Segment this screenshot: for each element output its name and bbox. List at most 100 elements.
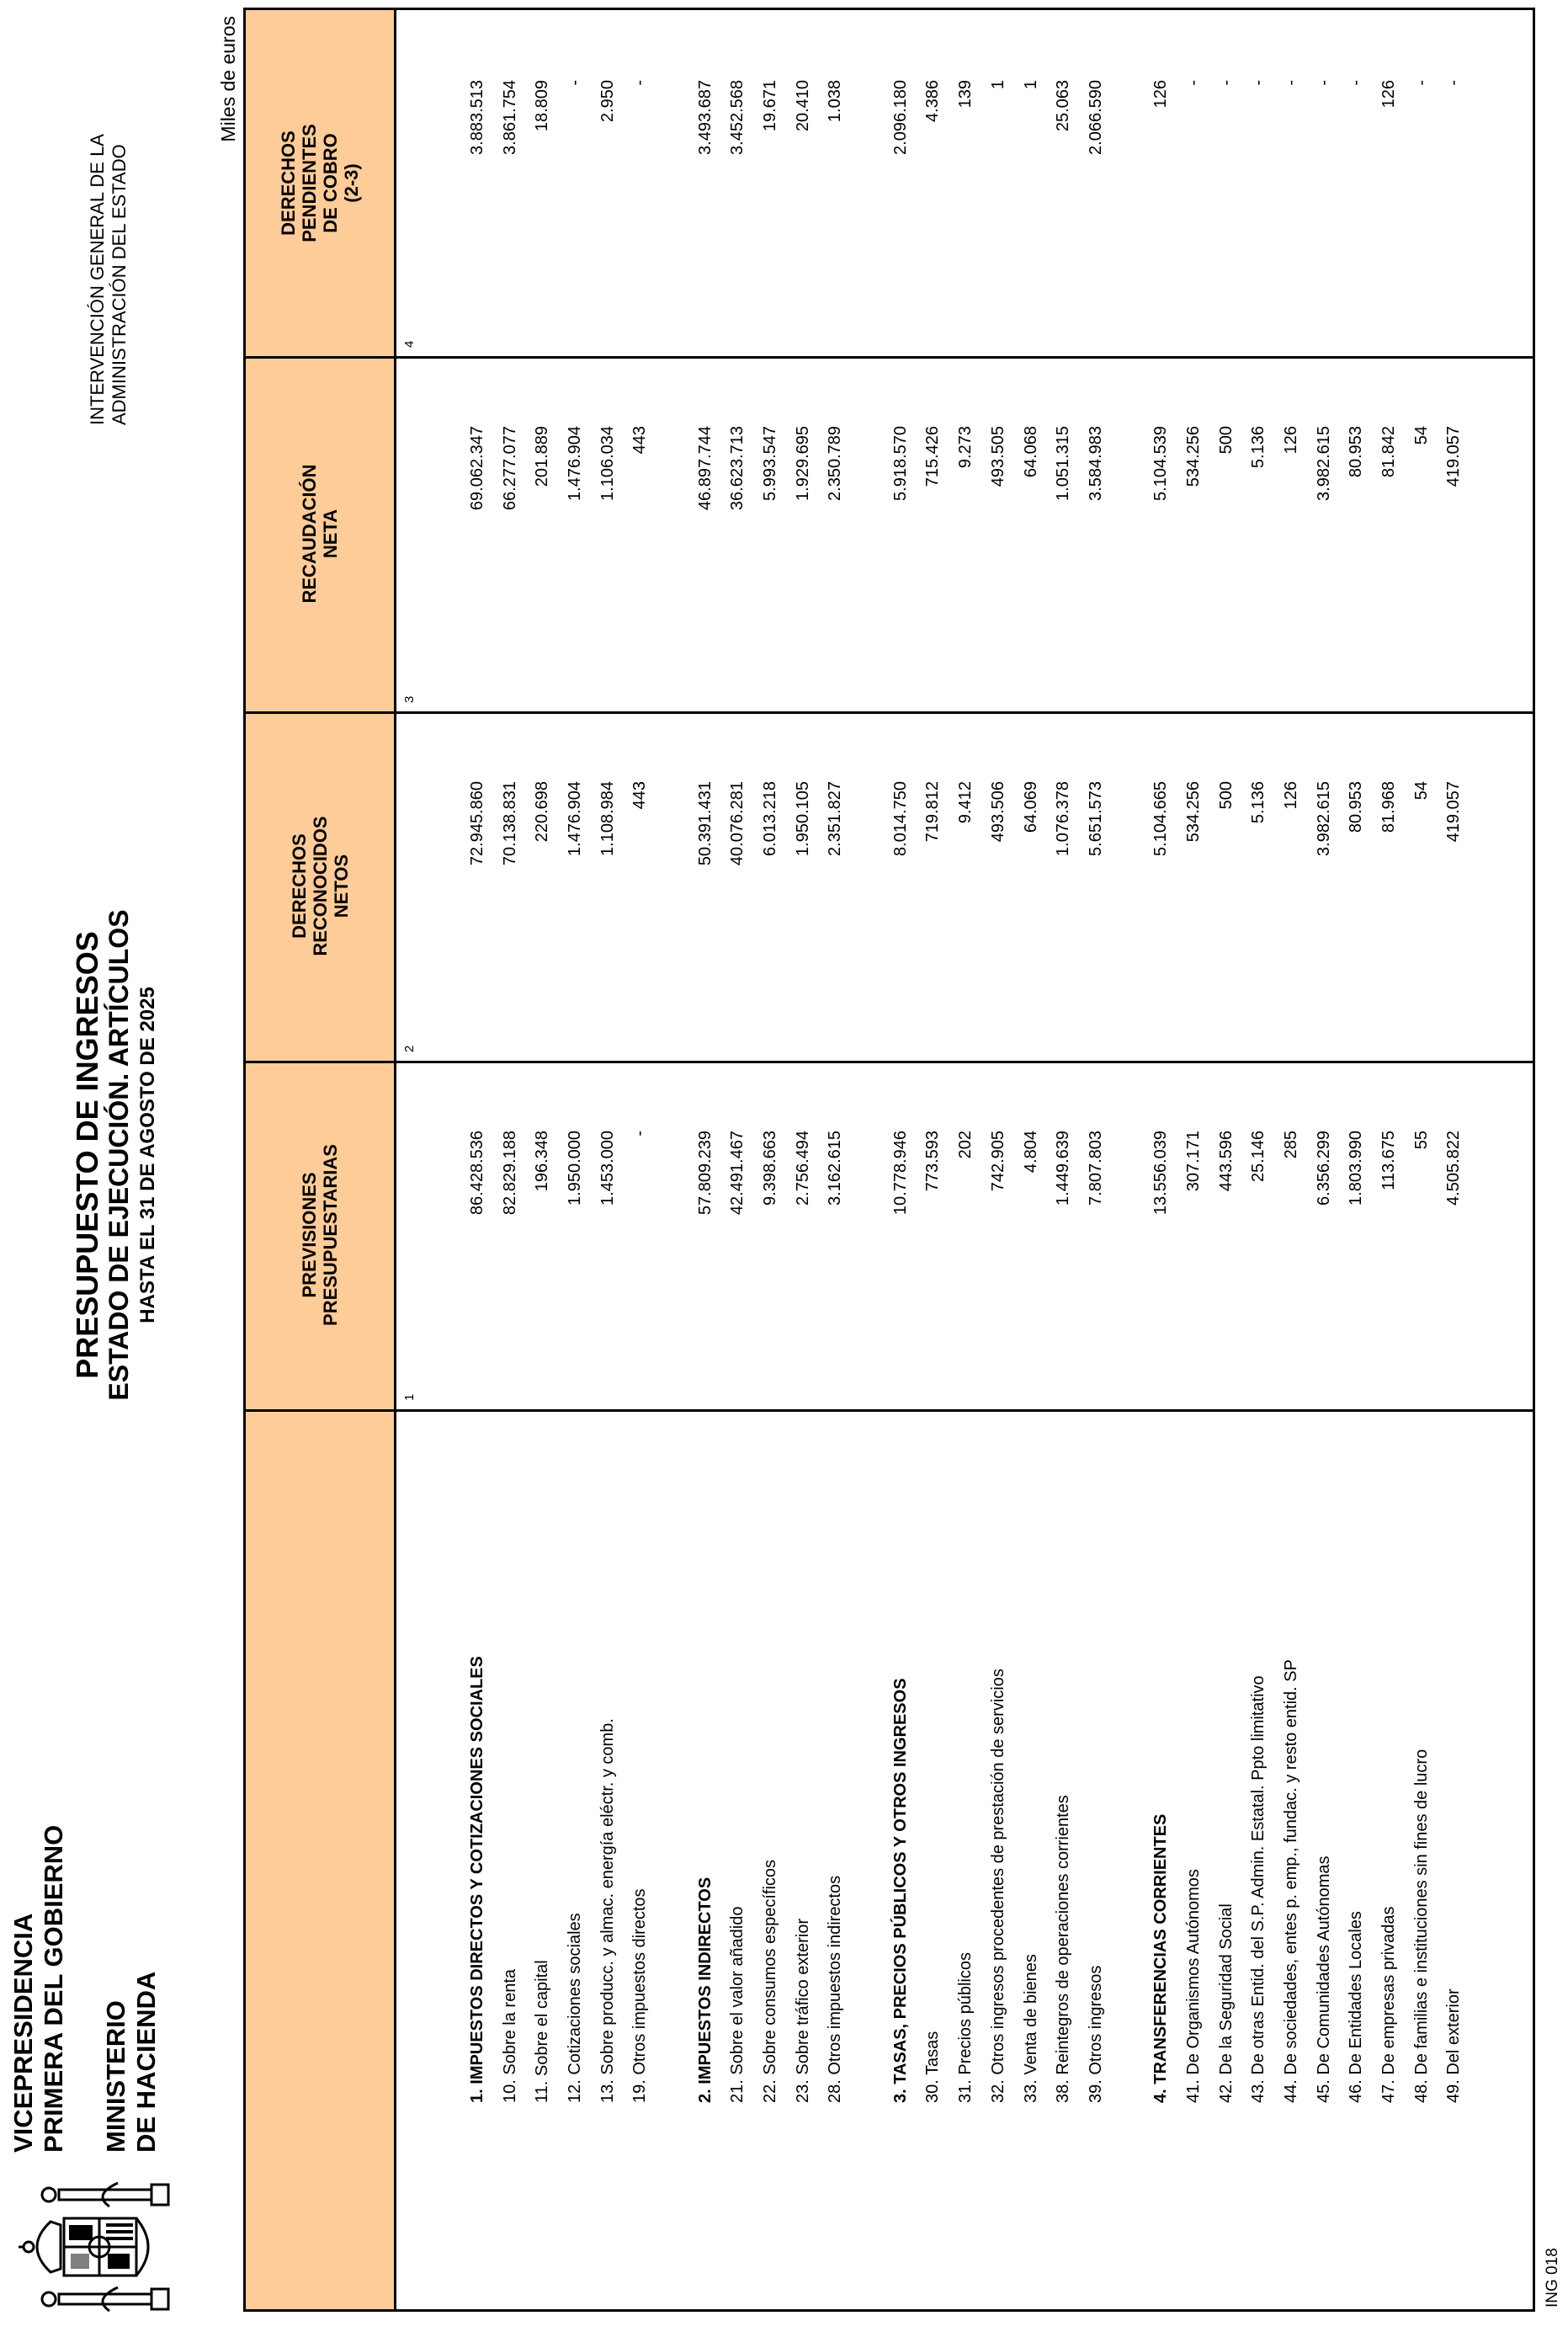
row-label: 3. TASAS, PRECIOS PÚBLICOS Y OTROS INGRE…	[890, 1678, 910, 2103]
value-cell-col1: 1.803.990	[1347, 1131, 1366, 1206]
value-cell-col3: 69.062.347	[467, 426, 486, 511]
row-label: 32. Otros ingresos procedentes de presta…	[988, 1669, 1007, 2103]
value-cell-col1: 773.593	[923, 1131, 943, 1192]
row-label: 13. Sobre producc. y almac. energía eléc…	[598, 1718, 617, 2103]
row-label: 21. Sobre el valor añadido	[728, 1906, 747, 2104]
value-cell-col2: 220.698	[533, 781, 552, 843]
value-cell-col3: 126	[1282, 426, 1301, 455]
row-label: 10. Sobre la renta	[500, 1969, 519, 2103]
column-number: 3	[402, 695, 417, 703]
row-label: 30. Tasas	[923, 2031, 943, 2103]
value-cell-col2: 5.104.665	[1151, 781, 1171, 856]
article-row: 38. Reintegros de operaciones corrientes…	[1047, 10, 1080, 2309]
page-title: PRESUPUESTO DE INGRESOS	[70, 931, 104, 1379]
article-row: 47. De empresas privadas 113.675 81.968 81.…	[1373, 10, 1406, 2309]
value-cell-col4: -	[1347, 80, 1366, 86]
value-cell-col3: 715.426	[923, 426, 943, 487]
article-row: 45. De Comunidades Autónomas 6.356.299 3.9…	[1308, 10, 1341, 2309]
value-cell-col2: 70.138.831	[500, 781, 519, 866]
row-label: 31. Precios públicos	[956, 1952, 975, 2103]
value-cell-col2: 5.651.573	[1086, 781, 1105, 856]
value-cell-col3: 5.993.547	[761, 426, 780, 501]
column-header: PREVISIONES PRESUPUESTARIAS	[246, 1061, 394, 1409]
value-cell-col4: 2.096.180	[890, 80, 910, 155]
column-divider	[246, 356, 1533, 359]
article-row: 22. Sobre consumos específicos 9.398.663 6…	[754, 10, 787, 2309]
column-header-line: DERECHOS	[288, 833, 310, 939]
column-header-line: DERECHOS	[278, 130, 299, 236]
value-cell-col2: 6.013.218	[761, 781, 780, 856]
value-cell-col1: 3.162.615	[826, 1131, 845, 1206]
value-cell-col2: 5.136	[1249, 781, 1268, 824]
row-label: 46. De Entidades Locales	[1347, 1911, 1366, 2103]
value-cell-col3: 3.584.983	[1086, 426, 1105, 501]
value-cell-col1: 202	[956, 1131, 975, 1159]
value-cell-col3: 500	[1216, 426, 1236, 455]
value-cell-col1: 196.348	[533, 1131, 552, 1192]
value-cell-col4: 126	[1379, 80, 1399, 109]
value-cell-col2: 493.506	[988, 781, 1007, 843]
row-label: 39. Otros ingresos	[1086, 1965, 1105, 2103]
value-cell-col1: 2.756.494	[793, 1131, 812, 1206]
org-line-2: PRIMERA DEL GOBIERNO	[39, 1824, 68, 2153]
row-spacer	[656, 10, 689, 2309]
value-cell-col4: 3.861.754	[500, 80, 519, 155]
value-cell-col3: 419.057	[1444, 426, 1464, 487]
value-cell-col2: 54	[1411, 781, 1431, 801]
igae-line-1: INTERVENCIÓN GENERAL DE LA	[87, 134, 108, 425]
value-cell-col2: 40.076.281	[728, 781, 747, 866]
page-subtitle: ESTADO DE EJECUCIÓN. ARTÍCULOS	[104, 909, 134, 1401]
value-cell-col2: 80.953	[1347, 781, 1366, 833]
value-cell-col4: 2.950	[598, 80, 617, 123]
value-cell-col3: 3.982.615	[1314, 426, 1333, 501]
value-cell-col3: 201.889	[533, 426, 552, 487]
value-cell-col3: 81.842	[1379, 426, 1399, 478]
value-cell-col3: 1.476.904	[565, 426, 584, 501]
value-cell-col4: 3.493.687	[695, 80, 715, 155]
row-label: 42. De la Seguridad Social	[1216, 1903, 1236, 2103]
value-cell-col4: 1	[1021, 80, 1040, 90]
value-cell-col4: 1	[988, 80, 1007, 90]
value-cell-col4: 18.809	[533, 80, 552, 132]
article-row: 32. Otros ingresos procedentes de presta…	[982, 10, 1015, 2309]
value-cell-col3: 443	[630, 426, 650, 455]
column-number: 4	[402, 340, 417, 348]
row-label: 12. Cotizaciones sociales	[565, 1913, 584, 2103]
value-cell-col4: 20.410	[793, 80, 812, 132]
value-cell-col2: 500	[1216, 781, 1236, 810]
article-row: 31. Precios públicos 202 9.412 9.273 139	[949, 10, 982, 2309]
value-cell-col1: 25.146	[1249, 1131, 1268, 1183]
value-cell-col2: 2.351.827	[826, 781, 845, 856]
value-cell-col2: 72.945.860	[467, 781, 486, 866]
row-spacer	[1113, 10, 1145, 2309]
value-cell-col3: 2.350.789	[826, 426, 845, 501]
value-cell-col4: -	[1249, 80, 1268, 86]
value-cell-col1: 1.950.000	[565, 1131, 584, 1206]
row-label: 48. De familias e instituciones sin fine…	[1411, 1749, 1431, 2103]
row-label: 49. Del exterior	[1444, 1988, 1464, 2103]
chapter-row: 2. IMPUESTOS INDIRECTOS 57.809.239 50.391.…	[689, 10, 722, 2309]
article-row: 43. De otras Entid. del S.P. Admin. Esta…	[1243, 10, 1276, 2309]
value-cell-col4: -	[565, 80, 584, 86]
value-cell-col3: 5.136	[1249, 426, 1268, 469]
value-cell-col3: 46.897.744	[695, 426, 715, 511]
value-cell-col4: 3.883.513	[467, 80, 486, 155]
value-cell-col3: 5.104.539	[1151, 426, 1171, 501]
row-label: 22. Sobre consumos específicos	[761, 1859, 780, 2103]
column-divider	[246, 711, 1533, 714]
value-cell-col1: 13.556.039	[1151, 1131, 1171, 1216]
row-label: 11. Sobre el capital	[533, 1960, 552, 2103]
report-code: ING 018	[1544, 2248, 1561, 2308]
row-label: 45. De Comunidades Autónomas	[1314, 1855, 1333, 2103]
value-cell-col1: -	[630, 1131, 650, 1137]
value-cell-col1: 742.905	[988, 1131, 1007, 1192]
value-cell-col1: 4.505.822	[1444, 1131, 1464, 1206]
row-label: 4. TRANSFERENCIAS CORRIENTES	[1151, 1813, 1171, 2103]
value-cell-col2: 50.391.431	[695, 781, 715, 866]
article-row: 39. Otros ingresos 7.807.803 5.651.573 3.58…	[1080, 10, 1113, 2309]
org-line-1: VICEPRESIDENCIA	[8, 1913, 38, 2153]
value-cell-col2: 81.968	[1379, 781, 1399, 833]
value-cell-col2: 719.812	[923, 781, 943, 843]
table-body: 1. IMPUESTOS DIRECTOS Y COTIZACIONES SOC…	[461, 10, 1470, 2309]
value-cell-col4: 126	[1151, 80, 1171, 109]
